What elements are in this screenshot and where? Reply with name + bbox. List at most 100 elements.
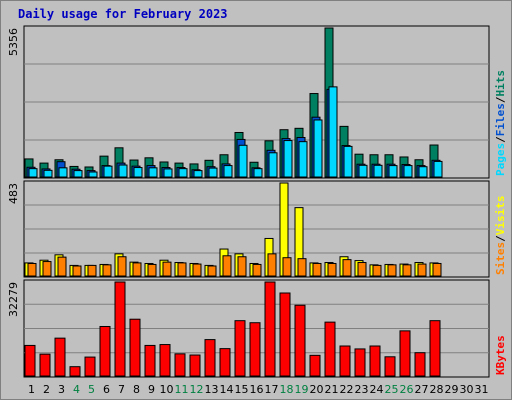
x-tick-label-19: 19 — [295, 383, 309, 396]
bar-pages-day-17 — [268, 152, 278, 178]
x-tick-label-1: 1 — [28, 383, 35, 396]
bar-pages-day-10 — [163, 168, 173, 178]
bar-sites-day-20 — [312, 262, 322, 277]
bar-kbytes-day-16 — [249, 322, 261, 377]
bar-sites-day-26 — [402, 264, 412, 277]
bar-sites-day-5 — [87, 264, 97, 277]
y-max-label: 483 — [7, 183, 20, 204]
bar-pages-day-24 — [373, 164, 383, 178]
bar-kbytes-day-26 — [399, 330, 411, 377]
bar-pages-day-28 — [433, 160, 443, 178]
x-tick-label-29: 29 — [445, 383, 459, 396]
legend-files: Files — [494, 103, 507, 136]
bar-kbytes-day-11 — [174, 353, 186, 377]
bar-kbytes-day-19 — [294, 304, 306, 377]
x-tick-label-22: 22 — [340, 383, 354, 396]
bar-kbytes-day-5 — [84, 356, 96, 377]
x-tick-label-31: 31 — [475, 383, 489, 396]
bar-sites-day-12 — [192, 263, 202, 277]
x-tick-label-13: 13 — [205, 383, 219, 396]
bars-panel-2: 483 Sites/Visits — [7, 182, 507, 277]
bar-sites-day-21 — [327, 262, 337, 277]
bar-kbytes-day-1 — [24, 344, 36, 377]
bar-kbytes-day-9 — [144, 344, 156, 377]
x-tick-label-10: 10 — [160, 383, 174, 396]
bar-kbytes-day-14 — [219, 348, 231, 377]
x-tick-label-16: 16 — [250, 383, 264, 396]
bar-pages-day-14 — [223, 165, 233, 178]
bar-pages-day-2 — [43, 169, 53, 178]
bar-pages-day-22 — [343, 145, 353, 178]
x-tick-label-4: 4 — [73, 383, 80, 396]
bar-sites-day-25 — [387, 264, 397, 277]
bar-sites-day-27 — [417, 263, 427, 277]
x-tick-label-6: 6 — [103, 383, 110, 396]
bar-sites-day-2 — [42, 261, 52, 277]
bar-sites-day-24 — [372, 264, 382, 277]
x-tick-label-11: 11 — [175, 383, 189, 396]
bars-panel-3: 32279 KBytes — [7, 281, 507, 377]
bar-kbytes-day-4 — [69, 366, 81, 377]
bar-pages-day-13 — [208, 167, 218, 178]
bar-pages-day-25 — [388, 165, 398, 178]
legend-separator: / — [494, 235, 507, 242]
x-tick-label-21: 21 — [325, 383, 339, 396]
legend-separator: / — [494, 96, 507, 103]
bar-kbytes-day-10 — [159, 344, 171, 377]
bar-pages-day-18 — [283, 140, 293, 178]
x-tick-label-8: 8 — [133, 383, 140, 396]
bar-pages-day-1 — [28, 168, 38, 178]
bar-sites-day-8 — [132, 262, 142, 277]
x-tick-label-7: 7 — [118, 383, 125, 396]
x-tick-label-14: 14 — [220, 383, 234, 396]
x-tick-label-25: 25 — [385, 383, 399, 396]
bar-sites-day-16 — [252, 263, 262, 277]
legend-kbytes: KBytes — [494, 335, 507, 375]
bar-sites-day-11 — [177, 262, 187, 277]
x-tick-label-23: 23 — [355, 383, 369, 396]
legend-separator: / — [494, 136, 507, 143]
x-tick-label-28: 28 — [430, 383, 444, 396]
bar-pages-day-23 — [358, 164, 368, 178]
bar-kbytes-day-13 — [204, 339, 216, 377]
bar-kbytes-day-22 — [339, 345, 351, 377]
bar-kbytes-day-2 — [39, 353, 51, 377]
x-tick-label-30: 30 — [460, 383, 474, 396]
x-tick-label-15: 15 — [235, 383, 249, 396]
bar-pages-day-6 — [103, 165, 113, 178]
chart-panel-2 — [23, 180, 490, 278]
bar-kbytes-day-27 — [414, 352, 426, 377]
bar-pages-day-9 — [148, 167, 158, 178]
bar-pages-day-15 — [238, 144, 248, 178]
legend-hits: Hits — [494, 70, 507, 97]
x-tick-label-27: 27 — [415, 383, 429, 396]
bar-kbytes-day-20 — [309, 354, 321, 377]
bar-kbytes-day-21 — [324, 321, 336, 377]
side-legend: KBytes — [494, 335, 507, 375]
x-tick-label-2: 2 — [43, 383, 50, 396]
bar-pages-day-16 — [253, 168, 263, 178]
bar-kbytes-day-7 — [114, 281, 126, 377]
bar-sites-day-7 — [117, 256, 127, 277]
bar-sites-day-19 — [297, 258, 307, 277]
bar-pages-day-3 — [58, 167, 68, 178]
bar-kbytes-day-28 — [429, 320, 441, 377]
bar-kbytes-day-12 — [189, 354, 201, 377]
chart-panel-1 — [23, 25, 490, 179]
x-tick-label-3: 3 — [58, 383, 65, 396]
bar-pages-day-5 — [88, 171, 98, 178]
x-tick-label-18: 18 — [280, 383, 294, 396]
bar-pages-day-19 — [298, 141, 308, 178]
bar-sites-day-6 — [102, 264, 112, 277]
bar-sites-day-10 — [162, 261, 172, 277]
bar-sites-day-14 — [222, 255, 232, 277]
bar-kbytes-day-23 — [354, 348, 366, 377]
x-tick-label-20: 20 — [310, 383, 324, 396]
bar-kbytes-day-17 — [264, 281, 276, 377]
x-tick-label-9: 9 — [148, 383, 155, 396]
legend-pages: Pages — [494, 143, 507, 176]
x-tick-label-24: 24 — [370, 383, 384, 396]
bar-kbytes-day-25 — [384, 356, 396, 377]
